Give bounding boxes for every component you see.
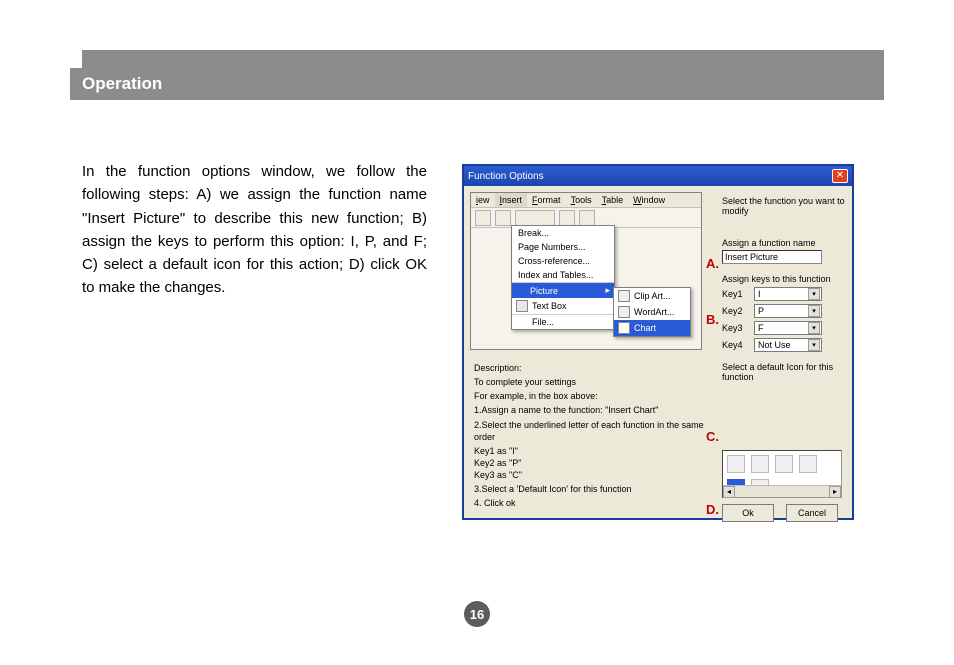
annotation-c: C. [706, 429, 719, 444]
menu-item-label: File... [516, 317, 554, 327]
dropdown-arrow-icon: ▾ [808, 322, 820, 334]
menu-item[interactable]: Page Numbers... [512, 240, 614, 254]
icon-option[interactable] [751, 455, 769, 473]
header-strip [70, 50, 884, 68]
icon-picker: ◂ ▸ [722, 450, 842, 498]
menubar: iew Insert Format Tools Table Window [471, 193, 701, 208]
scroll-left-icon[interactable]: ◂ [723, 486, 735, 498]
submenu-label: Chart [634, 323, 656, 333]
dropdown-arrow-icon: ▾ [808, 305, 820, 317]
key2-select[interactable]: P ▾ [754, 304, 822, 318]
dialog-title: Function Options [468, 171, 544, 182]
menu-item-picture[interactable]: Picture ▸ [512, 283, 614, 298]
submenu-item-chart[interactable]: Chart [614, 320, 690, 336]
key3-select[interactable]: F ▾ [754, 321, 822, 335]
description-block: Description: To complete your settings F… [474, 360, 706, 512]
page-number: 16 [464, 601, 490, 627]
select-icon-label: Select a default Icon for this function [722, 362, 846, 382]
menubar-item[interactable]: Insert [495, 193, 528, 207]
menu-preview-panel: iew Insert Format Tools Table Window Bre… [470, 192, 702, 350]
dialog-buttons: Ok Cancel [722, 504, 838, 522]
annotation-a: A. [706, 256, 719, 271]
submenu-arrow-icon: ▸ [605, 285, 610, 296]
dialog-titlebar: Function Options ✕ [464, 166, 852, 186]
key1-value: I [758, 289, 761, 299]
key1-select[interactable]: I ▾ [754, 287, 822, 301]
submenu-label: Clip Art... [634, 291, 671, 301]
key2-label: Key2 [722, 306, 750, 316]
toolbar-button[interactable] [579, 210, 595, 226]
menu-item[interactable]: Text Box [512, 298, 614, 314]
function-name-input[interactable] [722, 250, 822, 264]
toolbar-button[interactable] [475, 210, 491, 226]
desc-key: Key2 as "P" [474, 457, 706, 469]
menubar-item[interactable]: Tools [566, 193, 597, 207]
key3-row: Key3 F ▾ [722, 321, 846, 335]
chart-icon [618, 322, 630, 334]
menu-item[interactable]: Cross-reference... [512, 254, 614, 268]
close-icon[interactable]: ✕ [832, 169, 848, 183]
right-column: Select the function you want to modify A… [722, 192, 846, 384]
key2-row: Key2 P ▾ [722, 304, 846, 318]
menu-item[interactable]: Break... [512, 226, 614, 240]
icon-scrollbar[interactable]: ◂ ▸ [723, 485, 841, 497]
menubar-item[interactable]: iew [471, 193, 495, 207]
menu-item-label: Text Box [532, 301, 567, 311]
key4-label: Key4 [722, 340, 750, 350]
menubar-item[interactable]: Format [527, 193, 566, 207]
annotation-d: D. [706, 502, 719, 517]
page-header: Operation [70, 50, 884, 100]
desc-step: 3.Select a 'Default Icon' for this funct… [474, 483, 706, 495]
key3-label: Key3 [722, 323, 750, 333]
dropdown-arrow-icon: ▾ [808, 288, 820, 300]
dropdown-arrow-icon: ▾ [808, 339, 820, 351]
desc-line: For example, in the box above: [474, 390, 706, 402]
desc-line: To complete your settings [474, 376, 706, 388]
instruction-paragraph: In the function options window, we follo… [82, 160, 427, 300]
select-function-prompt: Select the function you want to modify [722, 196, 846, 216]
desc-step: 4. Click ok [474, 497, 706, 509]
cancel-button[interactable]: Cancel [786, 504, 838, 522]
menu-item-label: Picture [530, 286, 558, 296]
toolbar-button[interactable] [559, 210, 575, 226]
header-title: Operation [70, 68, 884, 100]
wordart-icon [618, 306, 630, 318]
annotation-b: B. [706, 312, 719, 327]
desc-step: 2.Select the underlined letter of each f… [474, 419, 706, 443]
key1-row: Key1 I ▾ [722, 287, 846, 301]
assign-keys-label: Assign keys to this function [722, 274, 846, 284]
key2-value: P [758, 306, 764, 316]
key4-value: Not Use [758, 340, 791, 350]
icon-option[interactable] [727, 455, 745, 473]
picture-submenu: Clip Art... WordArt... Chart [613, 287, 691, 337]
submenu-item[interactable]: WordArt... [614, 304, 690, 320]
submenu-item[interactable]: Clip Art... [614, 288, 690, 304]
submenu-label: WordArt... [634, 307, 674, 317]
key4-row: Key4 Not Use ▾ [722, 338, 846, 352]
toolbar-button[interactable] [515, 210, 555, 226]
key4-select[interactable]: Not Use ▾ [754, 338, 822, 352]
toolbar-button[interactable] [495, 210, 511, 226]
icon-option[interactable] [775, 455, 793, 473]
assign-name-label: Assign a function name [722, 238, 846, 248]
textbox-icon [516, 300, 528, 312]
dialog-body: iew Insert Format Tools Table Window Bre… [464, 186, 852, 518]
menu-item[interactable]: Index and Tables... [512, 268, 614, 283]
function-options-dialog: Function Options ✕ iew Insert Format Too… [462, 164, 854, 520]
menu-item[interactable]: File... [512, 314, 614, 329]
key1-label: Key1 [722, 289, 750, 299]
desc-step: 1.Assign a name to the function: "Insert… [474, 404, 706, 416]
key3-value: F [758, 323, 764, 333]
menubar-item[interactable]: Table [597, 193, 629, 207]
scroll-right-icon[interactable]: ▸ [829, 486, 841, 498]
clipart-icon [618, 290, 630, 302]
desc-key: Key3 as "C" [474, 469, 706, 481]
desc-key: Key1 as "I" [474, 445, 706, 457]
menubar-item[interactable]: Window [628, 193, 670, 207]
ok-button[interactable]: Ok [722, 504, 774, 522]
icon-option[interactable] [799, 455, 817, 473]
insert-dropdown: Break... Page Numbers... Cross-reference… [511, 225, 615, 330]
desc-heading: Description: [474, 362, 706, 374]
